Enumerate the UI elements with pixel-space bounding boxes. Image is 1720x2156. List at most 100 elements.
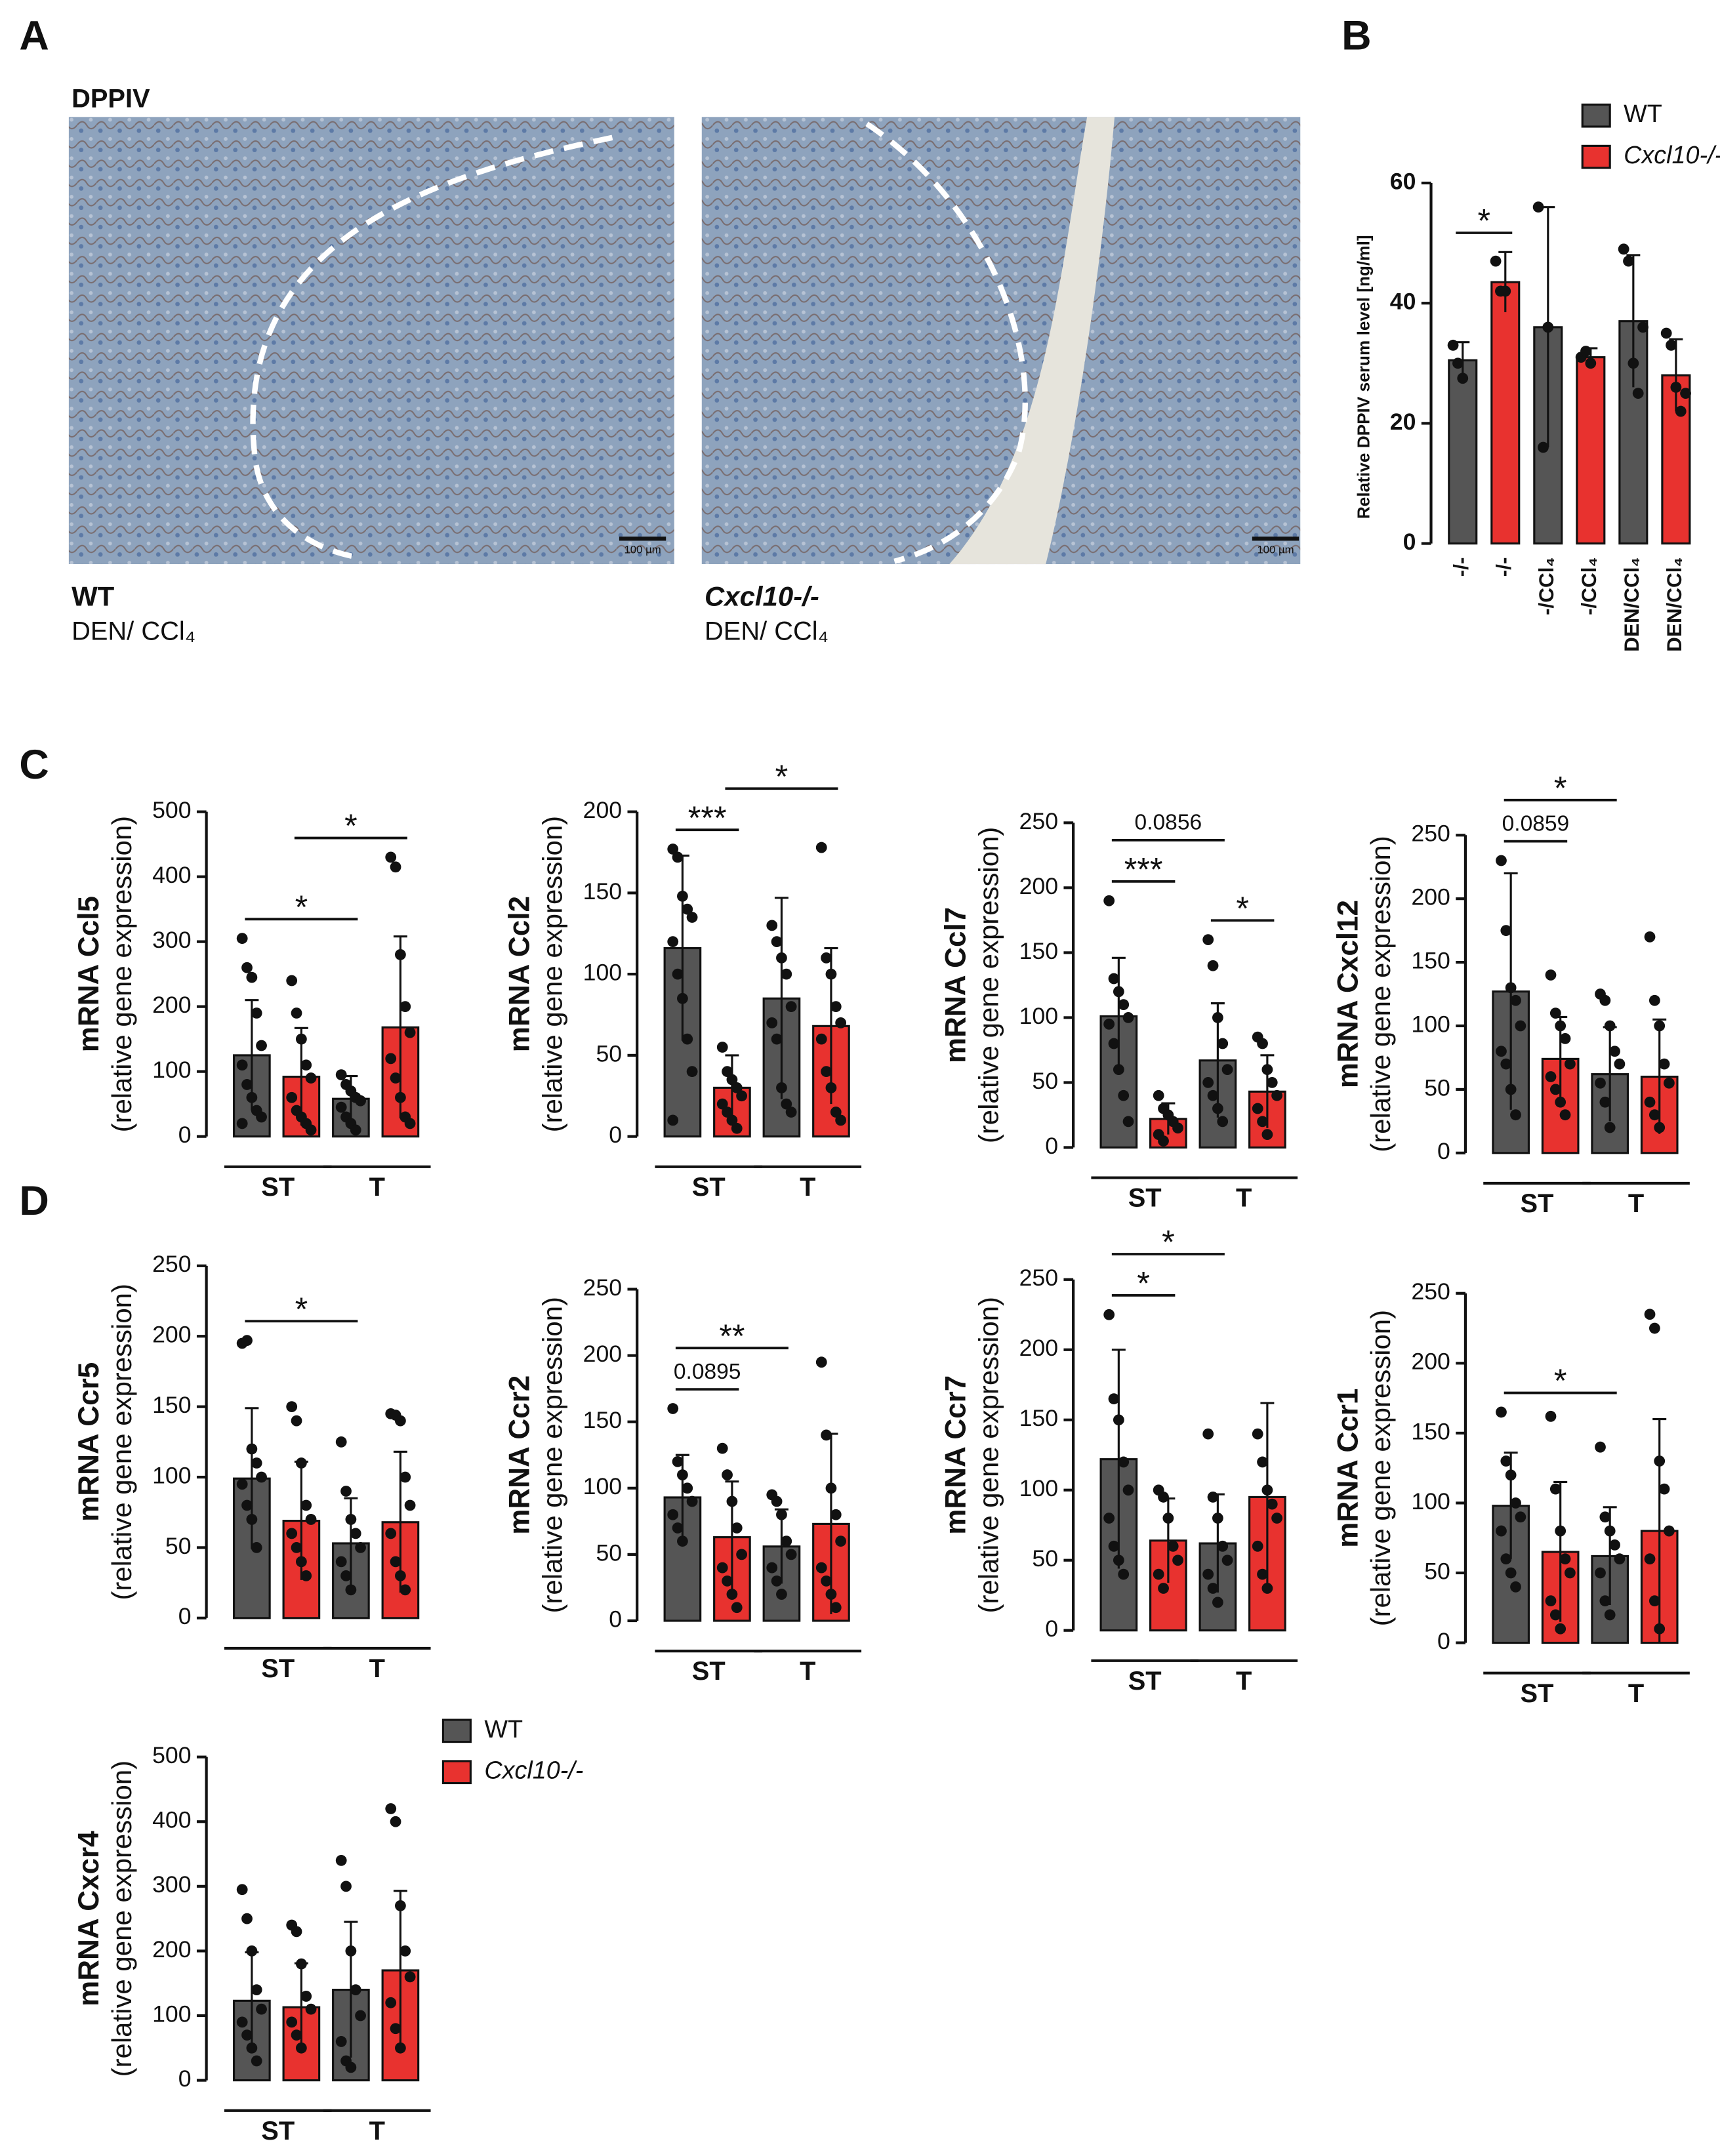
significance-label: * (1477, 202, 1490, 239)
data-point (686, 1495, 698, 1507)
data-point (1207, 1492, 1219, 1503)
data-point (1212, 1012, 1223, 1023)
data-point (251, 2055, 262, 2067)
data-point (236, 1118, 248, 1129)
y-tick-label: 300 (152, 927, 191, 953)
data-point (1118, 1568, 1130, 1580)
data-point (286, 975, 298, 986)
data-point (251, 1984, 262, 1995)
data-point (821, 952, 832, 964)
data-point (722, 1575, 733, 1587)
data-point (672, 851, 684, 863)
data-point (295, 1958, 307, 1970)
data-point (825, 968, 837, 980)
data-point (667, 844, 679, 855)
y-tick-label: 50 (596, 1040, 622, 1067)
vessel (949, 117, 1115, 565)
legend-swatch (1581, 144, 1611, 169)
data-point (399, 1584, 411, 1596)
data-point (1580, 346, 1591, 357)
data-point (1122, 1484, 1134, 1496)
data-point (395, 1570, 406, 1581)
data-point (390, 861, 401, 873)
y-tick-label: 100 (1019, 1003, 1058, 1029)
y-axis-sublabel: (relative gene expression) (537, 1297, 567, 1614)
legend-swatch (1581, 103, 1611, 128)
data-point (776, 952, 787, 964)
data-point (766, 1017, 778, 1028)
y-axis-sublabel: (relative gene expression) (106, 1760, 137, 2077)
data-point (236, 2016, 248, 2028)
data-point (395, 1091, 406, 1103)
data-point (246, 1091, 258, 1103)
y-tick-label: 250 (152, 1251, 191, 1277)
data-point (677, 992, 688, 1004)
data-point (1207, 1089, 1219, 1101)
data-point (350, 1984, 361, 1995)
data-point (1648, 994, 1660, 1006)
data-point (236, 1478, 248, 1490)
genotype: WT (72, 581, 115, 612)
scale-text: 100 µm (1257, 544, 1294, 556)
y-axis-label: mRNA Ccr5 (73, 1362, 105, 1522)
y-tick-label: 0 (178, 1122, 192, 1148)
group-label: ST (1521, 1189, 1554, 1218)
data-point (1555, 1020, 1566, 1032)
y-tick-label: 150 (1411, 1418, 1450, 1444)
data-point (350, 1528, 361, 1539)
data-point (677, 890, 688, 902)
group-label: T (800, 1173, 815, 1202)
significance-label: ** (719, 1317, 745, 1354)
data-point (1623, 255, 1634, 267)
data-point (776, 1509, 787, 1520)
data-point (291, 2029, 302, 2041)
y-tick-label: 150 (1019, 1405, 1058, 1431)
data-point (682, 1033, 693, 1045)
data-point (335, 1436, 347, 1448)
y-tick-label: 100 (583, 1473, 622, 1499)
data-point (830, 1001, 842, 1013)
significance-label: *** (688, 799, 727, 836)
data-point (771, 1575, 783, 1587)
data-point (300, 1499, 312, 1511)
group-label: ST (692, 1173, 726, 1202)
data-point (1202, 934, 1214, 945)
bar (1576, 356, 1606, 545)
x-tick-label: -/- (1492, 558, 1515, 577)
data-point (1271, 1513, 1282, 1524)
y-tick-label: 50 (596, 1539, 622, 1566)
data-point (1555, 1525, 1566, 1537)
y-tick-label: 0 (1045, 1616, 1058, 1642)
data-point (1113, 1555, 1124, 1566)
panel-label: A (19, 12, 49, 58)
y-axis-sublabel: (relative gene expression) (973, 827, 1004, 1144)
significance-label: * (1137, 1265, 1150, 1302)
data-point (1490, 255, 1502, 267)
data-point (1545, 1071, 1557, 1082)
data-point (345, 1514, 357, 1525)
data-point (246, 1514, 258, 1525)
data-point (1609, 1046, 1620, 1057)
group-label: T (369, 2117, 385, 2146)
data-point (300, 1570, 312, 1581)
data-point (385, 1803, 397, 1814)
data-point (766, 1562, 778, 1574)
data-point (771, 1495, 783, 1507)
data-point (1660, 327, 1672, 339)
data-point (835, 1017, 847, 1028)
y-tick-label: 50 (165, 1533, 192, 1559)
data-point (736, 1090, 747, 1102)
data-point (1103, 1018, 1115, 1030)
data-point (1447, 339, 1459, 351)
y-tick-label: 40 (1390, 289, 1416, 315)
data-point (825, 1589, 837, 1600)
y-tick-label: 0 (1437, 1628, 1450, 1654)
data-point (1549, 1483, 1561, 1495)
data-point (667, 1509, 679, 1520)
data-point (785, 1107, 797, 1118)
data-point (1559, 1032, 1571, 1044)
data-point (291, 1415, 302, 1427)
data-point (1221, 1064, 1233, 1076)
y-tick-label: 50 (1032, 1545, 1058, 1572)
data-point (1496, 1406, 1507, 1418)
